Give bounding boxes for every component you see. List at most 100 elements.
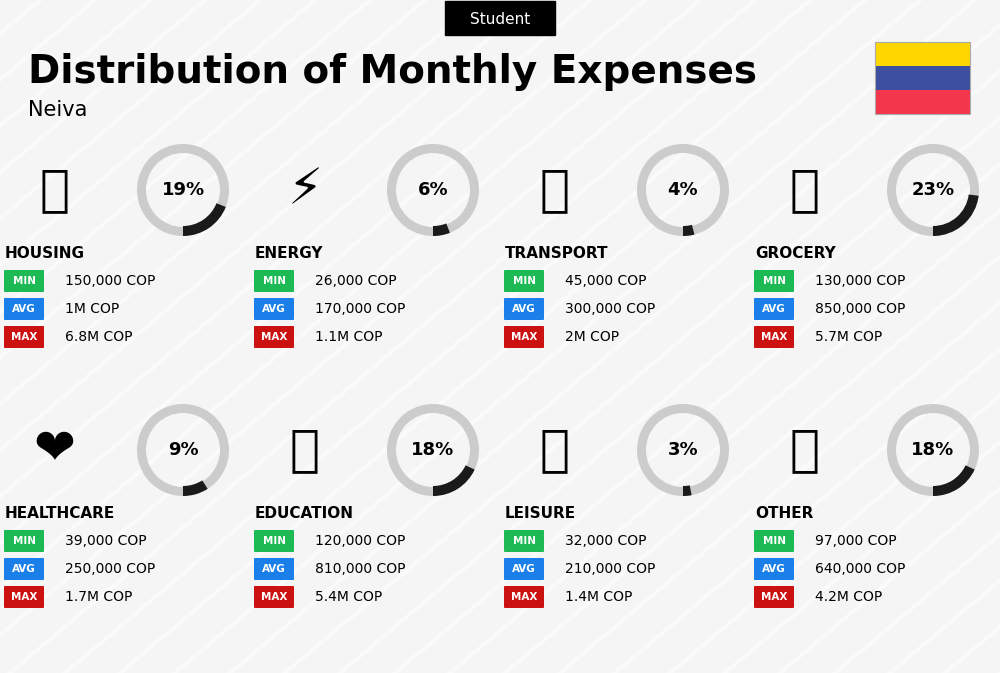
Text: GROCERY: GROCERY bbox=[755, 246, 836, 260]
Text: AVG: AVG bbox=[762, 564, 786, 574]
FancyBboxPatch shape bbox=[4, 558, 44, 580]
Text: Neiva: Neiva bbox=[28, 100, 87, 120]
Wedge shape bbox=[433, 223, 450, 236]
Wedge shape bbox=[637, 404, 729, 496]
Text: MAX: MAX bbox=[761, 592, 787, 602]
Text: 💰: 💰 bbox=[790, 426, 820, 474]
FancyBboxPatch shape bbox=[754, 586, 794, 608]
Text: ⚡: ⚡ bbox=[287, 166, 323, 214]
FancyBboxPatch shape bbox=[754, 298, 794, 320]
Text: 39,000 COP: 39,000 COP bbox=[65, 534, 147, 548]
Text: MAX: MAX bbox=[11, 592, 37, 602]
Text: Distribution of Monthly Expenses: Distribution of Monthly Expenses bbox=[28, 53, 757, 91]
Text: 32,000 COP: 32,000 COP bbox=[565, 534, 646, 548]
Text: 🎓: 🎓 bbox=[290, 426, 320, 474]
Text: LEISURE: LEISURE bbox=[505, 505, 576, 520]
Text: MAX: MAX bbox=[11, 332, 37, 342]
Text: 850,000 COP: 850,000 COP bbox=[815, 302, 905, 316]
FancyBboxPatch shape bbox=[254, 270, 294, 292]
Text: AVG: AVG bbox=[12, 304, 36, 314]
Text: ENERGY: ENERGY bbox=[255, 246, 324, 260]
Text: 1.4M COP: 1.4M COP bbox=[565, 590, 632, 604]
Text: 18%: 18% bbox=[911, 441, 955, 459]
Text: MIN: MIN bbox=[12, 536, 36, 546]
Wedge shape bbox=[183, 203, 226, 236]
Text: MAX: MAX bbox=[511, 592, 537, 602]
Text: 4%: 4% bbox=[668, 181, 698, 199]
Text: 130,000 COP: 130,000 COP bbox=[815, 274, 905, 288]
Text: 2M COP: 2M COP bbox=[565, 330, 619, 344]
Wedge shape bbox=[933, 465, 975, 496]
Text: 810,000 COP: 810,000 COP bbox=[315, 562, 406, 576]
Text: 120,000 COP: 120,000 COP bbox=[315, 534, 405, 548]
Text: MIN: MIN bbox=[12, 276, 36, 286]
Text: AVG: AVG bbox=[512, 564, 536, 574]
Text: HOUSING: HOUSING bbox=[5, 246, 85, 260]
Text: 1.7M COP: 1.7M COP bbox=[65, 590, 132, 604]
Wedge shape bbox=[887, 404, 979, 496]
FancyBboxPatch shape bbox=[445, 1, 555, 35]
Text: 🛒: 🛒 bbox=[790, 166, 820, 214]
Text: MAX: MAX bbox=[261, 332, 287, 342]
FancyBboxPatch shape bbox=[754, 530, 794, 552]
Text: 26,000 COP: 26,000 COP bbox=[315, 274, 397, 288]
FancyBboxPatch shape bbox=[4, 298, 44, 320]
Text: 18%: 18% bbox=[411, 441, 455, 459]
FancyBboxPatch shape bbox=[4, 586, 44, 608]
FancyBboxPatch shape bbox=[4, 530, 44, 552]
FancyBboxPatch shape bbox=[4, 270, 44, 292]
Text: HEALTHCARE: HEALTHCARE bbox=[5, 505, 115, 520]
FancyBboxPatch shape bbox=[504, 270, 544, 292]
Text: 🏙: 🏙 bbox=[40, 166, 70, 214]
Text: OTHER: OTHER bbox=[755, 505, 813, 520]
Text: 6%: 6% bbox=[418, 181, 448, 199]
Text: 6.8M COP: 6.8M COP bbox=[65, 330, 132, 344]
Text: Student: Student bbox=[470, 11, 530, 26]
FancyBboxPatch shape bbox=[4, 326, 44, 348]
FancyBboxPatch shape bbox=[504, 530, 544, 552]
Text: MAX: MAX bbox=[511, 332, 537, 342]
FancyBboxPatch shape bbox=[254, 530, 294, 552]
Text: MIN: MIN bbox=[512, 276, 536, 286]
Wedge shape bbox=[183, 481, 208, 496]
FancyBboxPatch shape bbox=[754, 326, 794, 348]
Text: AVG: AVG bbox=[262, 304, 286, 314]
Text: 1.1M COP: 1.1M COP bbox=[315, 330, 382, 344]
Wedge shape bbox=[387, 144, 479, 236]
FancyBboxPatch shape bbox=[254, 586, 294, 608]
Text: AVG: AVG bbox=[262, 564, 286, 574]
FancyBboxPatch shape bbox=[254, 558, 294, 580]
Wedge shape bbox=[683, 485, 692, 496]
FancyBboxPatch shape bbox=[754, 270, 794, 292]
Text: 170,000 COP: 170,000 COP bbox=[315, 302, 405, 316]
FancyBboxPatch shape bbox=[504, 326, 544, 348]
Wedge shape bbox=[933, 194, 979, 236]
Text: EDUCATION: EDUCATION bbox=[255, 505, 354, 520]
FancyBboxPatch shape bbox=[504, 298, 544, 320]
Text: 640,000 COP: 640,000 COP bbox=[815, 562, 905, 576]
Wedge shape bbox=[137, 404, 229, 496]
Text: 300,000 COP: 300,000 COP bbox=[565, 302, 655, 316]
Wedge shape bbox=[433, 465, 475, 496]
Text: 🚌: 🚌 bbox=[540, 166, 570, 214]
Wedge shape bbox=[637, 144, 729, 236]
Text: MAX: MAX bbox=[761, 332, 787, 342]
Text: MIN: MIN bbox=[763, 536, 786, 546]
Text: ❤️: ❤️ bbox=[34, 426, 76, 474]
Text: 45,000 COP: 45,000 COP bbox=[565, 274, 646, 288]
Text: 🛍️: 🛍️ bbox=[540, 426, 570, 474]
FancyBboxPatch shape bbox=[875, 66, 970, 90]
Wedge shape bbox=[887, 144, 979, 236]
Text: MAX: MAX bbox=[261, 592, 287, 602]
Text: TRANSPORT: TRANSPORT bbox=[505, 246, 608, 260]
Text: 5.4M COP: 5.4M COP bbox=[315, 590, 382, 604]
Text: 9%: 9% bbox=[168, 441, 198, 459]
Text: 97,000 COP: 97,000 COP bbox=[815, 534, 897, 548]
Wedge shape bbox=[387, 404, 479, 496]
FancyBboxPatch shape bbox=[254, 298, 294, 320]
Text: MIN: MIN bbox=[512, 536, 536, 546]
Text: MIN: MIN bbox=[262, 276, 286, 286]
FancyBboxPatch shape bbox=[504, 558, 544, 580]
Text: 19%: 19% bbox=[161, 181, 205, 199]
Text: 3%: 3% bbox=[668, 441, 698, 459]
